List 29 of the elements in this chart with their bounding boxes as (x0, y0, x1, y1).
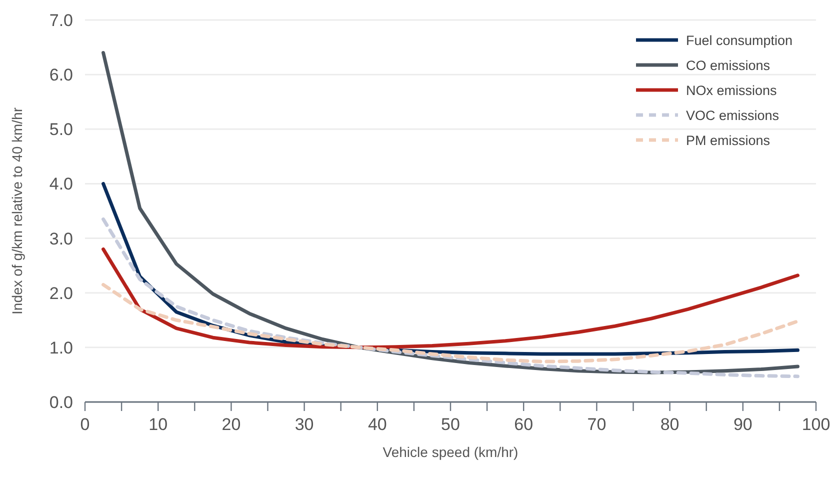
x-tick-label: 70 (587, 415, 606, 434)
x-tick-label: 20 (222, 415, 241, 434)
line-series (102, 282, 800, 364)
x-tick-label: 100 (802, 415, 830, 434)
x-tick-label: 80 (660, 415, 680, 434)
x-tick-label: 60 (514, 415, 534, 434)
legend-label: VOC emissions (686, 108, 780, 123)
y-tick-label: 7.0 (49, 11, 73, 30)
y-tick-label: 1.0 (49, 338, 73, 358)
x-tick-label: 10 (148, 415, 168, 434)
y-tick-label: 2.0 (49, 284, 73, 303)
x-axis-title: Vehicle speed (km/hr) (382, 444, 518, 460)
line-series (102, 217, 800, 378)
legend-label: Fuel consumption (686, 33, 793, 48)
legend-label: CO emissions (686, 58, 770, 73)
x-tick-label: 30 (294, 415, 314, 434)
x-tick-label: 0 (80, 415, 90, 434)
y-tick-label: 3.0 (49, 229, 73, 248)
y-axis-title: Index of g/km relative to 40 km/hr (9, 107, 25, 314)
y-tick-label: 4.0 (49, 174, 73, 194)
legend-label: PM emissions (686, 133, 770, 148)
x-tick-label: 90 (733, 415, 752, 434)
legend-label: NOx emissions (686, 83, 778, 98)
line-series (102, 247, 800, 350)
y-tick-label: 6.0 (49, 66, 73, 85)
y-tick-label: 0.0 (49, 393, 73, 412)
y-tick-label: 5.0 (49, 120, 73, 140)
x-tick-label: 50 (441, 415, 460, 434)
x-tick-label: 40 (368, 415, 387, 434)
